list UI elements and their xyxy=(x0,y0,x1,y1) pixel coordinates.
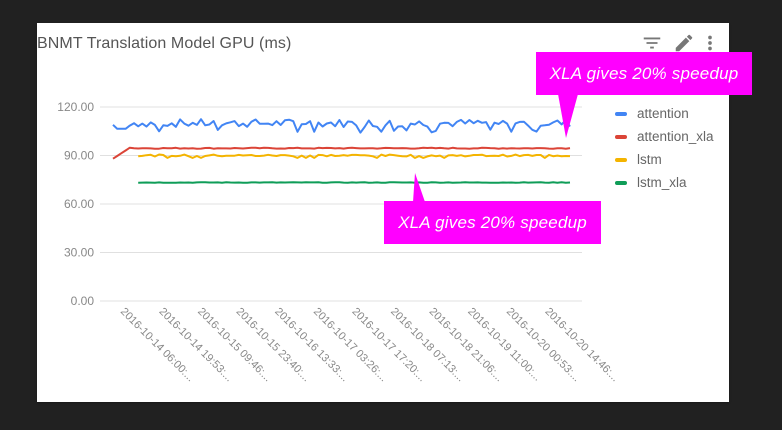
svg-text:2016-10-15 09:46:...: 2016-10-15 09:46:... xyxy=(195,306,274,385)
legend-swatch-icon xyxy=(615,111,627,116)
legend-label: attention_xla xyxy=(637,129,714,144)
chart-title: BNMT Translation Model GPU (ms) xyxy=(37,35,292,52)
chart-legend: attention attention_xla lstm lstm_xla xyxy=(615,102,714,194)
annotation-callout-top: XLA gives 20% speedup xyxy=(536,52,752,95)
svg-text:120.00: 120.00 xyxy=(57,100,94,114)
legend-item-lstm[interactable]: lstm xyxy=(615,148,714,171)
chart-toolbar xyxy=(641,32,715,54)
svg-text:2016-10-14 19:53:...: 2016-10-14 19:53:... xyxy=(156,306,235,385)
svg-text:2016-10-15 23:40:...: 2016-10-15 23:40:... xyxy=(234,306,313,385)
pencil-icon[interactable] xyxy=(673,32,695,54)
svg-text:2016-10-20 14:46:...: 2016-10-20 14:46:... xyxy=(542,306,621,385)
annotation-callout-bottom: XLA gives 20% speedup xyxy=(384,201,601,244)
filter-icon[interactable] xyxy=(641,32,663,54)
svg-text:90.00: 90.00 xyxy=(64,149,94,163)
legend-label: lstm_xla xyxy=(637,175,687,190)
legend-item-attention[interactable]: attention xyxy=(615,102,714,125)
svg-text:2016-10-20 00:53:...: 2016-10-20 00:53:... xyxy=(504,306,583,385)
legend-item-attention-xla[interactable]: attention_xla xyxy=(615,125,714,148)
svg-text:2016-10-18 21:06:...: 2016-10-18 21:06:... xyxy=(427,306,506,385)
svg-text:2016-10-19 11:00:...: 2016-10-19 11:00:... xyxy=(465,306,543,384)
svg-text:30.00: 30.00 xyxy=(64,246,94,260)
svg-text:2016-10-18 07:13:...: 2016-10-18 07:13:... xyxy=(388,306,467,385)
legend-swatch-icon xyxy=(615,157,627,162)
svg-text:60.00: 60.00 xyxy=(64,197,94,211)
legend-swatch-icon xyxy=(615,134,627,139)
svg-text:2016-10-17 03:26:...: 2016-10-17 03:26:... xyxy=(311,306,390,385)
svg-text:2016-10-16 13:33:...: 2016-10-16 13:33:... xyxy=(272,306,351,385)
legend-swatch-icon xyxy=(615,180,627,185)
legend-label: attention xyxy=(637,106,689,121)
more-vert-icon[interactable] xyxy=(705,32,715,54)
svg-text:0.00: 0.00 xyxy=(71,294,95,308)
legend-item-lstm-xla[interactable]: lstm_xla xyxy=(615,171,714,194)
svg-text:2016-10-17 17:20:...: 2016-10-17 17:20:... xyxy=(349,306,428,385)
legend-label: lstm xyxy=(637,152,662,167)
svg-text:2016-10-14 06:00:...: 2016-10-14 06:00:... xyxy=(118,306,197,385)
